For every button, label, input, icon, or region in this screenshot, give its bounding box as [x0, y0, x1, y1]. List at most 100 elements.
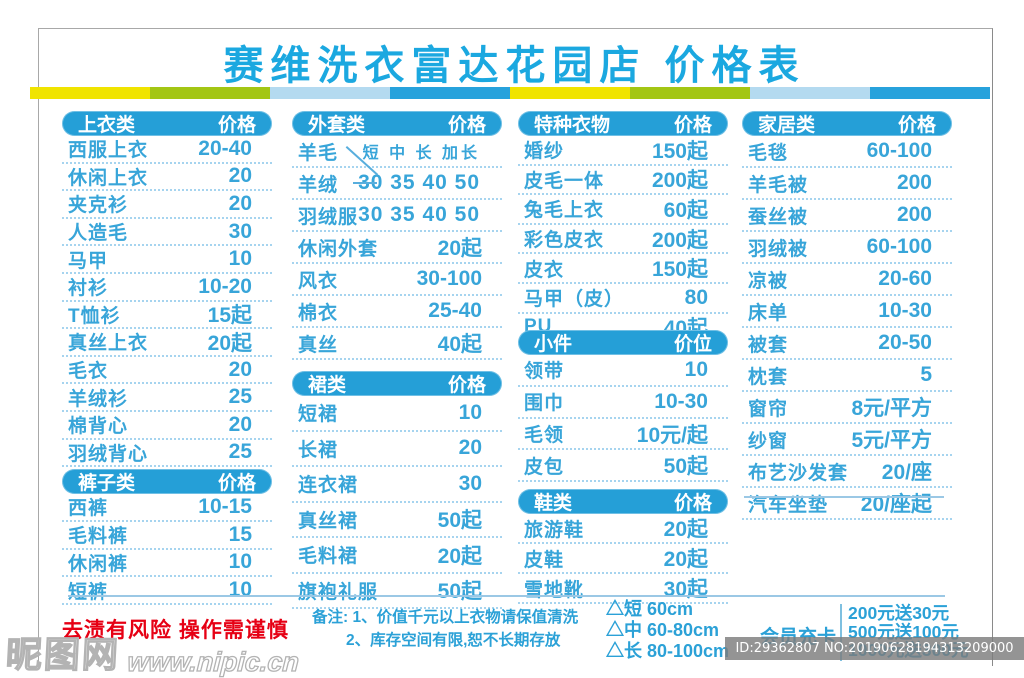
item-price: 10-20: [198, 274, 252, 298]
item-label: 短裙: [298, 404, 339, 426]
price-row: T恤衫 15起: [62, 302, 272, 330]
price-column-label: 价格: [673, 115, 712, 136]
item-label: 真丝上衣: [68, 333, 149, 355]
section-title: 特种衣物: [534, 115, 611, 136]
item-price: 200起: [651, 169, 708, 193]
section-shoes: 鞋类 价格 旅游鞋 20起 皮鞋 20起 雪地靴 30起: [518, 489, 728, 604]
item-price: 50起: [437, 509, 482, 533]
price-column-label: 价格: [447, 115, 486, 136]
item-price: 20起: [663, 548, 708, 571]
item-price: 25-40: [428, 299, 482, 322]
section-title: 家居类: [758, 115, 816, 136]
item-price: 10-30: [878, 299, 932, 322]
item-label: 休闲裤: [68, 554, 129, 575]
section-header-skirts: 裙类 价格: [292, 371, 502, 396]
price-row: 真丝 40起: [292, 328, 502, 360]
section-pants: 裤子类 价格 西裤 10-15 毛料裤 15 休闲裤 10 短裤 10: [62, 469, 272, 606]
item-price: 20-40: [198, 136, 252, 160]
stripe-segment: [30, 87, 150, 99]
item-label: 羽绒被: [748, 238, 809, 260]
item-label: 凉被: [748, 270, 789, 292]
item-price: 200: [896, 203, 932, 226]
stripe-segment: [750, 87, 870, 99]
item-price: 20-50: [878, 331, 932, 354]
wool-size-header-row: 羊毛 短 中 长 加长: [292, 136, 502, 168]
item-price: 60-100: [866, 235, 932, 258]
item-label: 羊毛被: [748, 174, 809, 196]
item-prices: 30 35 40 50: [358, 203, 480, 226]
price-column-label: 价位: [673, 334, 712, 355]
item-price: 20起: [437, 544, 482, 568]
item-price: 20/座起: [860, 493, 932, 516]
price-row: 休闲外套 20起: [292, 232, 502, 264]
item-label: 真丝裙: [298, 510, 359, 532]
item-label: 窗帘: [748, 398, 789, 420]
section-small-items: 小件 价位 领带 10 围巾 10-30 毛领 10元/起 皮包 50起: [518, 330, 728, 483]
price-column-label: 价格: [897, 115, 936, 136]
price-row: 羽绒被 60-100: [742, 232, 952, 264]
poster-border-frame: [38, 28, 993, 666]
item-label: 蚕丝被: [748, 206, 809, 228]
price-row: 皮毛一体 200起: [518, 166, 728, 196]
price-list-skirts: 短裙 10 长裙 20 连衣裙 30 真丝裙 50起 毛料裙 20起: [292, 396, 502, 609]
price-row: 连衣裙 30: [292, 467, 502, 503]
item-label: 休闲上衣: [68, 167, 149, 189]
section-title: 小件: [534, 334, 573, 355]
price-row: 长裙 20: [292, 432, 502, 467]
down-jacket-price-row: 羽绒服 30 35 40 50: [292, 200, 502, 232]
item-label: 衬衫: [68, 278, 109, 300]
price-list-pants: 西裤 10-15 毛料裤 15 休闲裤 10 短裤 10: [62, 494, 272, 606]
footer-separator-rule: [68, 595, 945, 597]
item-price: 30: [228, 219, 252, 243]
price-row: 羊毛被 200: [742, 168, 952, 200]
section-header-coats: 外套类 价格: [292, 111, 502, 136]
item-price: 20-60: [878, 267, 932, 290]
nipic-watermark: 昵图网 www.nipic.cn: [4, 626, 301, 678]
price-row: 蚕丝被 200: [742, 200, 952, 232]
length-legend-line: △长 80-100cm: [606, 641, 730, 661]
price-row: 旅游鞋 20起: [518, 514, 728, 544]
item-price: 20: [228, 191, 252, 215]
membership-divider: [840, 604, 842, 661]
price-list-tops: 西服上衣 20-40 休闲上衣 20 夹克衫 20 人造毛 30 马甲 10: [62, 136, 272, 468]
price-row: 短裙 10: [292, 396, 502, 432]
price-row: 皮衣 150起: [518, 254, 728, 284]
item-label: 皮包: [524, 456, 565, 478]
item-label: 兔毛上衣: [524, 200, 605, 222]
price-row: 枕套 5: [742, 360, 952, 392]
item-price: 5元/平方: [851, 429, 932, 452]
item-price: 10-15: [198, 494, 252, 518]
section-tops: 上衣类 价格 西服上衣 20-40 休闲上衣 20 夹克衫 20 人造毛 30: [62, 111, 272, 468]
item-price: 10: [228, 578, 252, 602]
item-label: T恤衫: [68, 305, 121, 327]
price-row: 西服上衣 20-40: [62, 136, 272, 164]
price-row: 毛料裤 15: [62, 522, 272, 550]
price-row: 床单 10-30: [742, 296, 952, 328]
price-column-label: 价格: [217, 473, 256, 494]
price-list-small: 领带 10 围巾 10-30 毛领 10元/起 皮包 50起: [518, 355, 728, 483]
item-prices: 30 35 40 50: [358, 171, 480, 194]
remarks-label: 备注:: [312, 609, 349, 626]
item-price: 10: [684, 357, 708, 381]
section-header-tops: 上衣类 价格: [62, 111, 272, 136]
item-price: 50起: [663, 455, 708, 479]
item-label: 羊绒衫: [68, 388, 129, 410]
item-label: 围巾: [524, 393, 565, 415]
risk-warning-text: 去渍有风险 操作需谨慎: [62, 619, 289, 642]
item-label: 棉背心: [68, 416, 129, 438]
item-price: 15起: [207, 304, 252, 328]
item-price: 20起: [207, 331, 252, 355]
item-price: 60-100: [866, 139, 932, 162]
price-row: 窗帘 8元/平方: [742, 392, 952, 424]
item-label: 休闲外套: [298, 238, 379, 260]
length-legend: △短 60cm △中 60-80cm △长 80-100cm: [606, 599, 729, 662]
price-row: 毛毯 60-100: [742, 136, 952, 168]
item-price: 40起: [437, 333, 482, 356]
item-price: 80: [684, 285, 708, 309]
length-legend-line: △短 60cm: [606, 599, 694, 619]
price-row: 棉背心 20: [62, 412, 272, 440]
item-price: 20/座: [881, 461, 932, 484]
decor-color-stripe: [30, 87, 990, 99]
item-price: 200: [896, 171, 932, 194]
item-price: 150起: [651, 139, 708, 163]
